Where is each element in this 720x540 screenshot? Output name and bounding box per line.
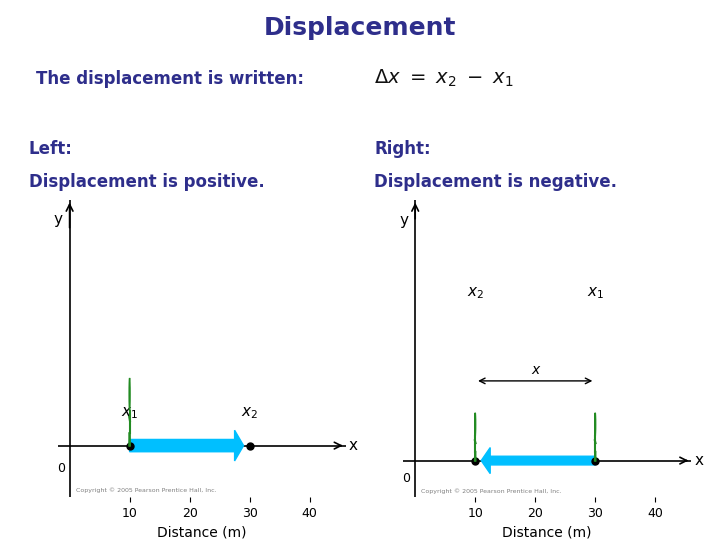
Text: $x_1$: $x_1$ <box>587 286 604 301</box>
Text: Left:: Left: <box>29 140 73 158</box>
Text: The displacement is written:: The displacement is written: <box>36 70 304 88</box>
Text: Right:: Right: <box>374 140 431 158</box>
Text: $\Delta x\ =\ x_2\ -\ x_1$: $\Delta x\ =\ x_2\ -\ x_1$ <box>374 68 514 89</box>
Text: y: y <box>399 213 408 228</box>
FancyArrow shape <box>481 448 595 474</box>
Text: Displacement: Displacement <box>264 16 456 40</box>
Circle shape <box>474 413 476 436</box>
Text: $x_2$: $x_2$ <box>241 406 258 421</box>
Text: 0: 0 <box>402 472 410 485</box>
Text: y: y <box>53 212 63 227</box>
Text: $x_2$: $x_2$ <box>467 286 484 301</box>
X-axis label: Distance (m): Distance (m) <box>503 525 592 539</box>
Text: Displacement is positive.: Displacement is positive. <box>29 173 264 191</box>
Text: 0: 0 <box>57 462 65 475</box>
Text: Displacement is negative.: Displacement is negative. <box>374 173 618 191</box>
Text: Copyright © 2005 Pearson Prentice Hall, Inc.: Copyright © 2005 Pearson Prentice Hall, … <box>421 488 562 494</box>
X-axis label: Distance (m): Distance (m) <box>157 525 246 539</box>
Text: $x_1$: $x_1$ <box>121 406 138 421</box>
FancyArrow shape <box>130 430 243 461</box>
Text: x: x <box>531 362 539 376</box>
Circle shape <box>129 378 130 411</box>
Text: x: x <box>348 438 358 453</box>
Text: Copyright © 2005 Pearson Prentice Hall, Inc.: Copyright © 2005 Pearson Prentice Hall, … <box>76 487 216 492</box>
Text: x: x <box>694 453 703 468</box>
